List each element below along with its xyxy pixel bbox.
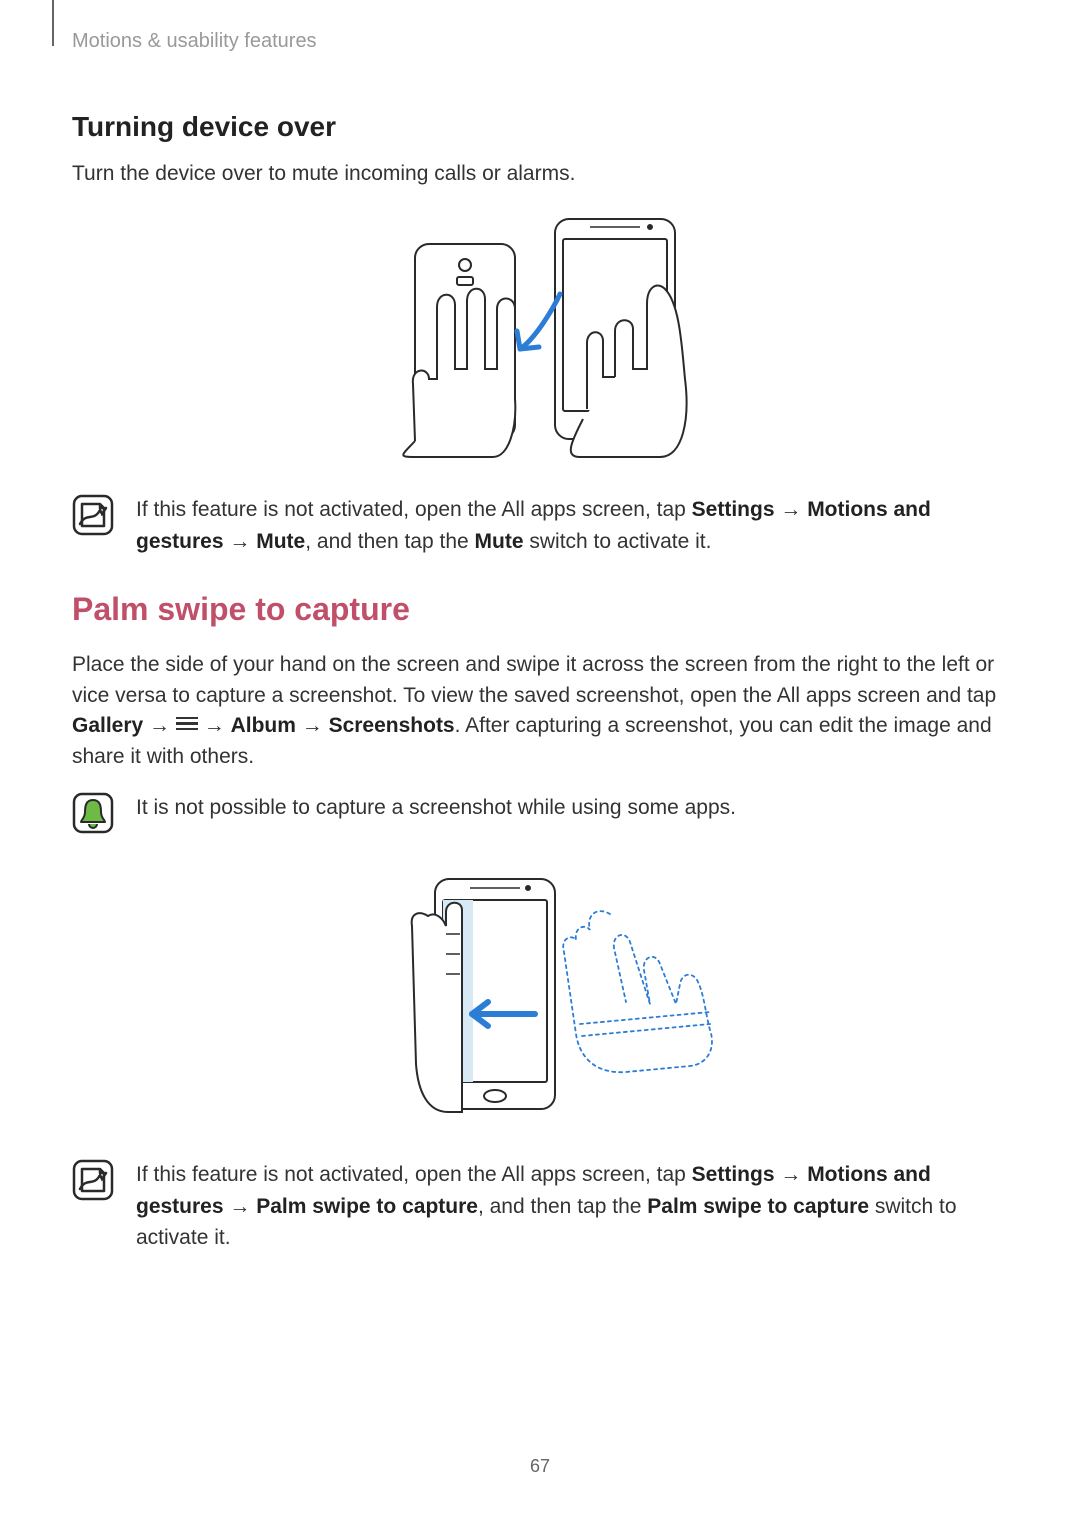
t: , and then tap the bbox=[478, 1195, 647, 1218]
t: Mute bbox=[256, 530, 305, 553]
note-mute-activation: If this feature is not activated, open t… bbox=[72, 494, 1008, 557]
header-left-rule bbox=[52, 0, 54, 46]
t: Gallery bbox=[72, 714, 143, 737]
note-icon bbox=[72, 494, 114, 536]
t: → bbox=[224, 1195, 257, 1218]
t: If this feature is not activated, open t… bbox=[136, 1163, 692, 1186]
note-screenshot-limit: It is not possible to capture a screensh… bbox=[72, 792, 1008, 834]
illustration-palm-swipe bbox=[72, 864, 1008, 1129]
body-palm-swipe: Place the side of your hand on the scree… bbox=[72, 650, 1008, 772]
note-screenshot-text: It is not possible to capture a screensh… bbox=[136, 792, 1008, 824]
t: switch to activate it. bbox=[524, 530, 712, 553]
t: Palm swipe to capture bbox=[256, 1195, 478, 1218]
menu-icon bbox=[176, 717, 198, 733]
t: Screenshots bbox=[329, 714, 455, 737]
note-mute-text: If this feature is not activated, open t… bbox=[136, 494, 1008, 557]
t: If this feature is not activated, open t… bbox=[136, 498, 692, 521]
breadcrumb: Motions & usability features bbox=[72, 30, 1008, 53]
t: Settings bbox=[692, 1163, 775, 1186]
t: Place the side of your hand on the scree… bbox=[72, 653, 996, 706]
t: , and then tap the bbox=[305, 530, 474, 553]
page-number: 67 bbox=[0, 1456, 1080, 1477]
note-palm-text: If this feature is not activated, open t… bbox=[136, 1159, 1008, 1254]
page-content: Motions & usability features Turning dev… bbox=[0, 0, 1080, 1254]
illustration-turn-over bbox=[72, 209, 1008, 464]
t: → bbox=[143, 714, 176, 737]
bell-icon bbox=[72, 792, 114, 834]
t: → bbox=[224, 530, 257, 553]
body-turning-device-over: Turn the device over to mute incoming ca… bbox=[72, 159, 1008, 189]
t: Mute bbox=[475, 530, 524, 553]
t: → bbox=[775, 1163, 808, 1186]
t: Album bbox=[231, 714, 296, 737]
t: → bbox=[198, 714, 231, 737]
t: → bbox=[296, 714, 329, 737]
heading-palm-swipe: Palm swipe to capture bbox=[72, 591, 1008, 628]
note-icon bbox=[72, 1159, 114, 1201]
t: Palm swipe to capture bbox=[647, 1195, 869, 1218]
t: Settings bbox=[692, 498, 775, 521]
t: → bbox=[775, 498, 808, 521]
heading-turning-device-over: Turning device over bbox=[72, 111, 1008, 143]
note-palm-activation: If this feature is not activated, open t… bbox=[72, 1159, 1008, 1254]
